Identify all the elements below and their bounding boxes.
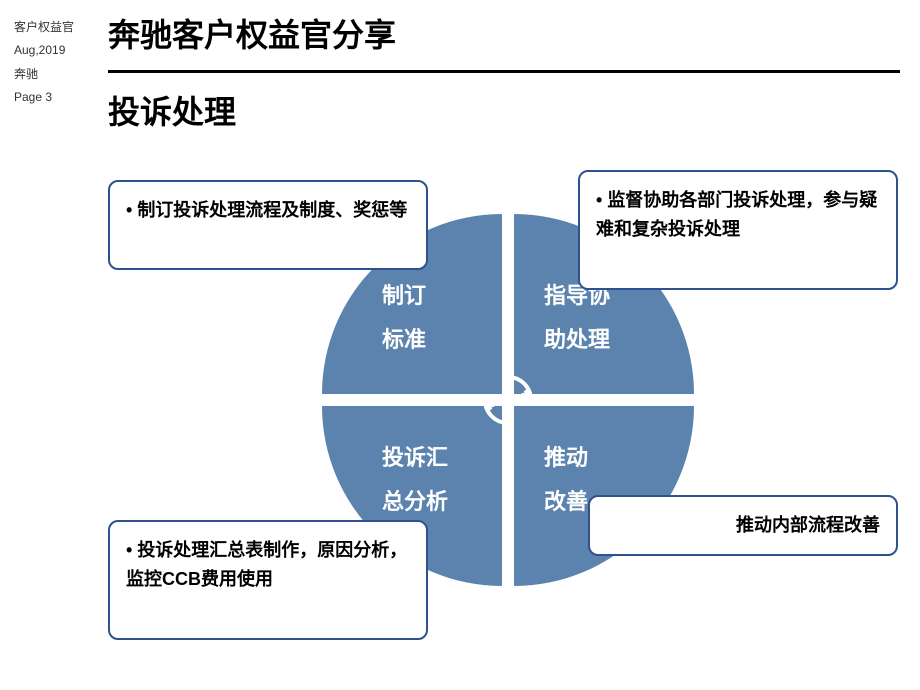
sidebar-line-1: 客户权益官 — [14, 18, 94, 35]
quadrant-label-br: 推动 改善 — [544, 436, 588, 524]
callout-tr: • 监督协助各部门投诉处理，参与疑难和复杂投诉处理 — [578, 170, 898, 290]
callout-text-tl: 制订投诉处理流程及制度、奖惩等 — [137, 200, 407, 220]
callout-bullet: • — [126, 200, 137, 220]
sidebar-meta: 客户权益官 Aug,2019 奔驰 Page 3 — [14, 18, 94, 112]
sidebar-line-2: Aug,2019 — [14, 43, 94, 57]
header: 奔驰客户权益官分享 投诉处理 — [108, 10, 900, 133]
quadrant-label-tl: 制订 标准 — [382, 274, 426, 362]
page-subtitle: 投诉处理 — [108, 87, 900, 133]
quadrant-diagram: 制订 标准 指导协 助处理 投诉汇 总分析 推动 改善 • 制订投诉处理流程及制… — [108, 160, 898, 670]
sidebar-line-3: 奔驰 — [14, 65, 94, 82]
callout-bullet: • — [596, 190, 607, 210]
callout-br: 推动内部流程改善 — [588, 495, 898, 556]
callout-text-tr: 监督协助各部门投诉处理，参与疑难和复杂投诉处理 — [596, 190, 877, 239]
callout-bullet: • — [126, 540, 137, 560]
title-divider — [108, 70, 900, 73]
quadrant-label-bl: 投诉汇 总分析 — [382, 436, 448, 524]
callout-bl: • 投诉处理汇总表制作，原因分析，监控CCB费用使用 — [108, 520, 428, 640]
callout-tl: • 制订投诉处理流程及制度、奖惩等 — [108, 180, 428, 270]
callout-text-bl: 投诉处理汇总表制作，原因分析，监控CCB费用使用 — [126, 540, 407, 589]
callout-text-br: 推动内部流程改善 — [736, 515, 880, 535]
sidebar-line-4: Page 3 — [14, 90, 94, 104]
page-title: 奔驰客户权益官分享 — [108, 10, 900, 56]
